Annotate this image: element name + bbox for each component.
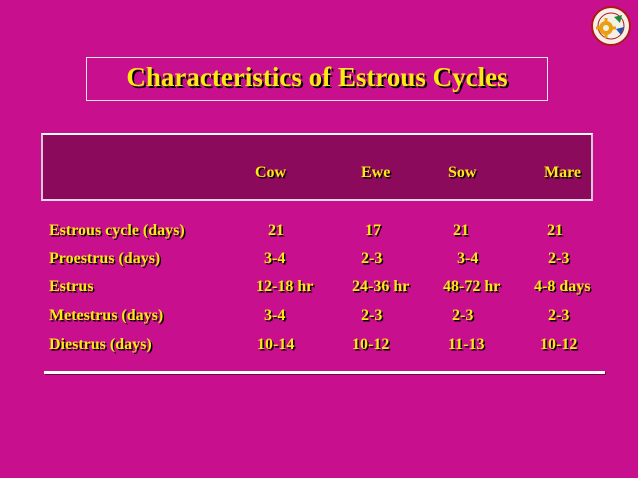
table-cell: 21: [268, 222, 284, 239]
table-cell: 10-12: [540, 336, 578, 353]
table-cell: 10-14: [257, 336, 295, 353]
slide-title: Characteristics of Estrous Cycles: [126, 62, 508, 92]
row-label-metestrus: Metestrus (days): [49, 307, 164, 324]
column-header-mare: Mare: [544, 164, 582, 181]
row-label-diestrus: Diestrus (days): [49, 336, 152, 353]
table-cell: 3-4: [264, 250, 286, 267]
table-cell: 48-72 hr: [443, 278, 501, 295]
table-cell: 11-13: [448, 336, 485, 353]
table-bottom-divider: [44, 371, 605, 374]
table-cell: 2-3: [361, 250, 383, 267]
table-cell: 17: [365, 222, 381, 239]
table-cell: 2-3: [361, 307, 383, 324]
row-label-estrus: Estrus: [49, 278, 94, 295]
table-cell: 4-8 days: [534, 278, 591, 295]
table-cell: 12-18 hr: [256, 278, 314, 295]
table-cell: 2-3: [548, 307, 570, 324]
table-cell: 3-4: [457, 250, 479, 267]
row-label-estrous-cycle: Estrous cycle (days): [49, 222, 185, 239]
table-cell: 21: [453, 222, 469, 239]
table-header-band: [41, 133, 593, 201]
table-cell: 3-4: [264, 307, 286, 324]
row-label-proestrus: Proestrus (days): [49, 250, 161, 267]
table-cell: 24-36 hr: [352, 278, 410, 295]
title-box: Characteristics of Estrous Cycles: [86, 57, 548, 101]
table-cell: 21: [547, 222, 563, 239]
column-header-sow: Sow: [448, 164, 477, 181]
column-header-cow: Cow: [255, 164, 287, 181]
university-seal-icon: [588, 5, 634, 47]
column-header-ewe: Ewe: [361, 164, 391, 181]
table-cell: 10-12: [352, 336, 390, 353]
table-cell: 2-3: [452, 307, 474, 324]
table-cell: 2-3: [548, 250, 570, 267]
